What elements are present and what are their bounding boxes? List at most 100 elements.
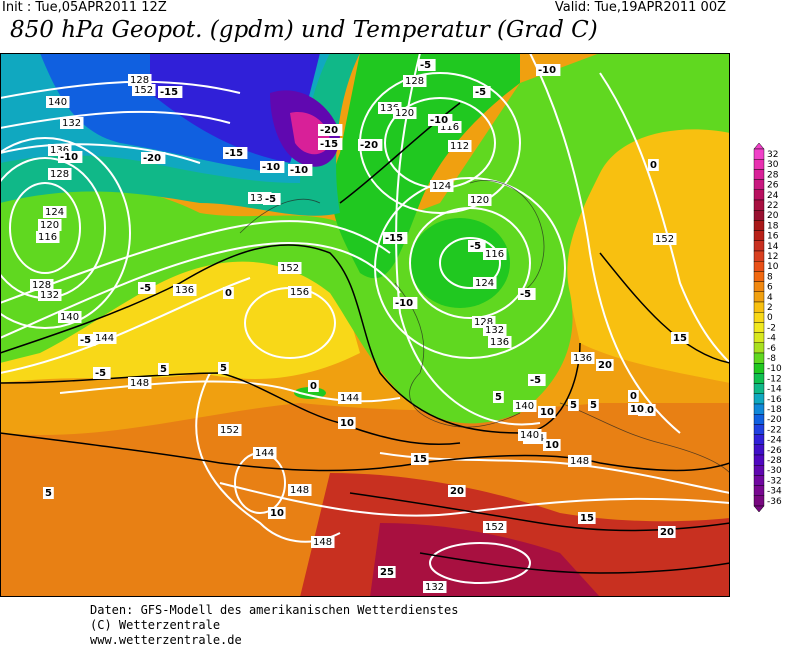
temperature-label-bg [378,566,396,578]
scale-swatch [753,301,765,313]
scale-label: -20 [767,415,782,425]
geopotential-label: 116 [485,249,504,260]
temperature-label-bg [578,512,596,524]
temperature-label-bg [628,390,639,402]
geopotential-label: 124 [45,207,64,218]
geopotential-label: 128 [405,76,424,87]
scale-swatch [753,311,765,323]
geopotential-label: 140 [515,401,534,412]
geopotential-label-bg [393,107,417,119]
scale-swatch [753,454,765,466]
scale-label: -24 [767,436,782,446]
geopotential-label-bg [48,168,72,180]
temperature-label-bg [588,399,599,411]
footer-website-link[interactable]: www.wetterzentrale.de [90,633,242,647]
geopotential-label-bg [653,233,677,245]
temperature-label: 10 [540,407,554,418]
scale-top-arrow [753,143,765,150]
geopotential-label: 148 [313,537,332,548]
temperature-label: -10 [430,115,448,126]
temperature-label-bg [383,232,408,244]
geopotential-label-bg [430,180,454,192]
temperature-label: -5 [140,283,151,294]
scale-swatch [753,465,765,476]
geopotential-label: 156 [290,287,309,298]
temperature-label-bg [338,417,356,429]
data-source: Daten: GFS-Modell des amerikanischen Wet… [90,603,458,648]
geopotential-label-bg [173,284,197,296]
scale-swatch [753,250,765,262]
temperature-label: -20 [143,153,161,164]
temperature-label-bg [428,114,453,126]
geopotential-label-bg [568,455,592,467]
geopotential-label-bg [473,277,497,289]
geopotential-label-bg [93,332,117,344]
geopotential-label: 140 [48,97,67,108]
scale-label: -2 [767,323,776,333]
scale-label: 4 [767,293,773,303]
geopotential-label-bg [423,581,447,593]
geopotential-label: 136 [573,353,592,364]
scale-label: 16 [767,232,779,242]
temperature-label: -15 [320,139,338,150]
geopotential-label: 128 [474,317,493,328]
scale-label: -28 [767,456,782,466]
temperature-label: 5 [590,400,597,411]
temperature-label: 10 [630,404,644,415]
scale-label: -6 [767,344,776,354]
scale-label: -34 [767,487,782,497]
geopotential-label-bg [483,324,507,336]
geopotential-label-bg [38,289,62,301]
temperature-label: 5 [495,392,502,403]
temperature-label-bg [138,282,156,294]
scale-swatch [753,271,765,282]
temperature-label: 15 [580,513,594,524]
temperature-label: -5 [420,60,431,71]
scale-swatch [753,403,765,415]
temperature-label: -10 [60,152,78,163]
temperature-label-bg [93,367,111,379]
temperature-label: 20 [450,486,464,497]
temperature-label-bg [158,86,183,98]
temperature-label: -20 [360,140,378,151]
scale-label: 30 [767,160,779,170]
scale-swatch [753,260,765,272]
scale-label: 8 [767,272,773,282]
geopotential-label: 148 [570,456,589,467]
geopotential-label: 124 [432,181,451,192]
temperature-label: 0 [310,381,317,392]
geopotential-label-bg [468,194,492,206]
geopotential-label: 148 [290,485,309,496]
geopotential-label: 140 [520,430,539,441]
temperature-label: -10 [538,65,556,76]
scale-label: -30 [767,466,782,476]
scale-swatch [753,281,765,293]
geopotential-label: 112 [450,141,469,152]
geopotential-label-bg [218,424,242,436]
geopotential-label-bg [253,447,277,459]
temperature-label: -5 [520,289,531,300]
temperature-label-bg [473,86,491,98]
geopotential-label-bg [571,352,595,364]
temperature-label: -10 [262,162,280,173]
scale-label: -22 [767,425,782,435]
temperature-label-bg [671,332,689,344]
temperature-label: -10 [395,298,413,309]
scale-swatch [753,393,765,405]
geopotential-label: 140 [60,312,79,323]
temperature-label: -5 [80,335,91,346]
temperature-label: 10 [270,508,284,519]
geopotential-label: 152 [655,234,674,245]
scale-label: 10 [767,262,779,272]
temperature-label: -10 [290,165,308,176]
scale-swatch [753,352,765,364]
scale-label: -26 [767,446,782,456]
temperature-label-bg [260,161,285,173]
scale-swatch [753,424,765,435]
geopotential-label-bg [58,311,82,323]
geopotential-label: 128 [130,75,149,86]
geopotential-label: 136 [50,145,69,156]
temperature-label-bg [43,487,54,499]
geopotential-label: 144 [340,393,359,404]
temperature-label: 10 [340,418,354,429]
